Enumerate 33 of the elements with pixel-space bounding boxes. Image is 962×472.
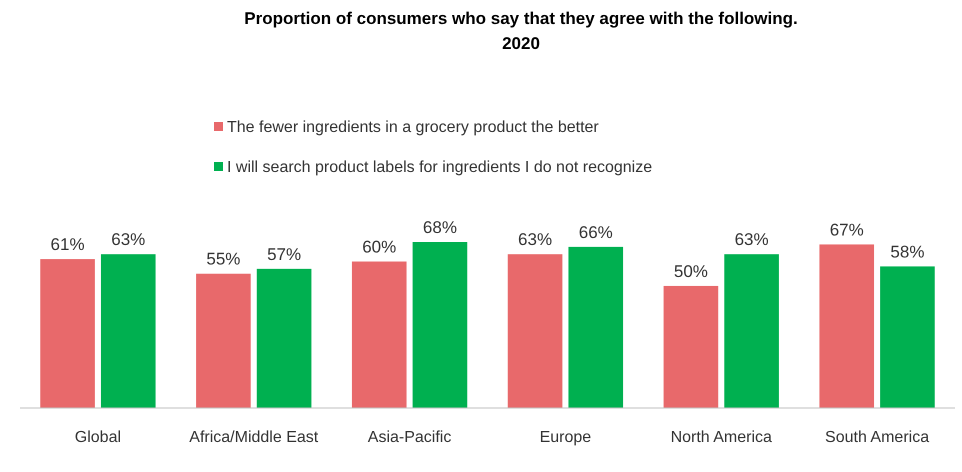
data-label: 61% [50,235,85,254]
data-label: 63% [734,230,769,250]
bar [256,268,312,408]
bar [100,254,156,408]
x-tick-label: North America [670,429,772,446]
x-tick-label: Europe [540,429,592,446]
bar [568,246,624,408]
bar [196,274,251,408]
data-label: 66% [578,222,613,242]
data-label: 57% [267,244,302,264]
x-tick-label: Global [74,429,122,446]
data-label: 60% [362,238,396,257]
bar [508,254,562,408]
chart-title: Proportion of consumers who say that they agree with the following. 2020 [244,9,798,53]
bar [880,266,935,408]
data-label: 58% [890,242,924,262]
data-label: 63% [111,230,146,250]
data-label: 67% [830,220,864,240]
data-label: 50% [674,262,708,281]
data-label: 55% [206,250,240,269]
x-tick-label: South America [825,429,930,446]
x-tick-label: Asia-Pacific [368,429,452,446]
bar [819,244,874,408]
data-label: 63% [518,230,552,250]
bar [352,262,407,408]
legend-label: I will search product labels for ingredients I do not recognize [227,159,652,176]
bar [412,242,468,408]
bar [724,254,779,408]
bar [664,286,718,408]
bar [40,259,95,408]
data-label: 68% [422,218,457,237]
x-tick-label: Africa/Middle East [189,429,319,446]
legend-label: The fewer ingredients in a grocery product the better [227,119,600,136]
